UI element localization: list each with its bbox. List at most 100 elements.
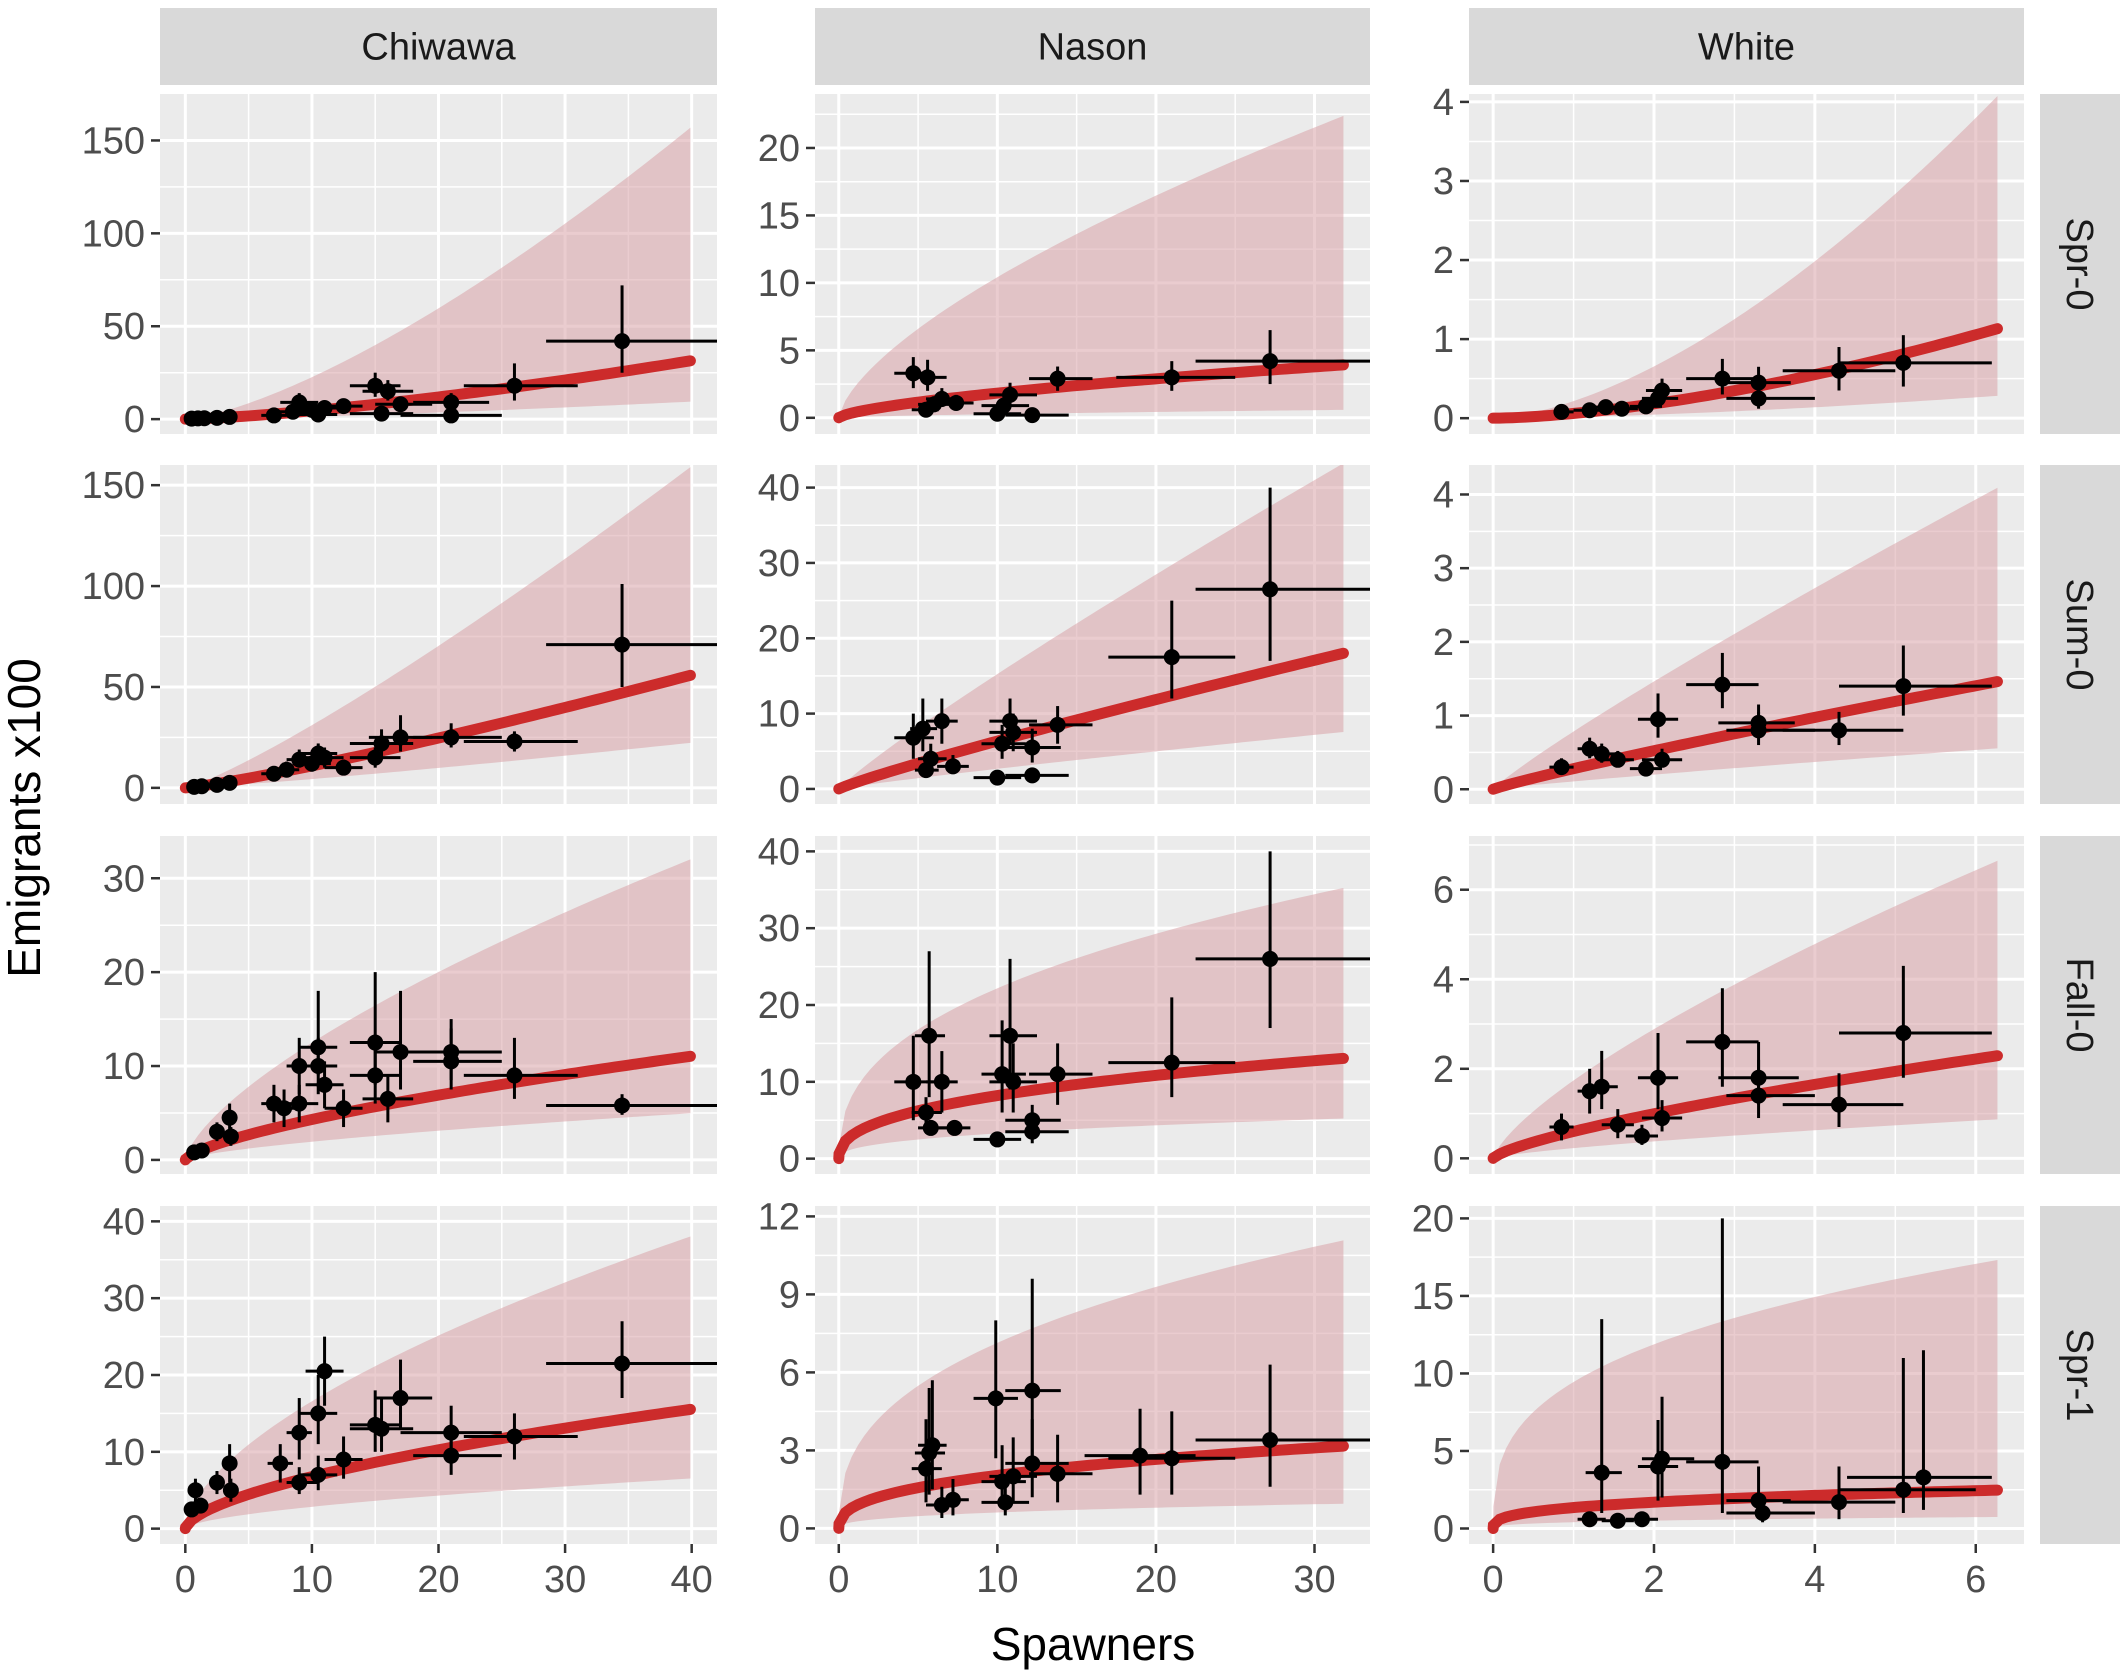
panel-chiwawa-spr-1-point-1 (187, 1478, 204, 1502)
panel-white-sum-0-point-5-marker (1650, 711, 1667, 728)
panel-chiwawa-sum-0-point-10-marker (335, 759, 352, 776)
panel-white-spr-0-point-3-marker (1613, 400, 1630, 417)
panel-white-fall-0-point-6-marker (1654, 1110, 1671, 1127)
panel-nason-sum-0: 0 10 20 30 40 (758, 465, 1370, 811)
panel-chiwawa-spr-1-plot-area (179, 1236, 717, 1535)
panel-chiwawa-fall-0: 0 10 20 30 (103, 836, 717, 1182)
panel-white-fall-0-point-7-marker (1714, 1033, 1731, 1050)
panel-white-spr-1-y-tick-label-1: 5 (1433, 1431, 1454, 1473)
panel-nason-fall-0-point-9 (989, 1043, 1037, 1113)
panel-nason-sum-0-point-14-marker (1262, 581, 1279, 598)
panel-white-sum-0-point-9-marker (1750, 722, 1767, 739)
panel-chiwawa-spr-1-point-11 (305, 1336, 344, 1406)
strip-white-bg (1469, 8, 2024, 85)
panel-chiwawa-spr-1-point-18-marker (506, 1428, 523, 1445)
panel-white-sum-0-y-tick-label-3: 3 (1433, 548, 1454, 590)
panel-white-spr-0-point-0-marker (1553, 403, 1570, 420)
panel-white-fall-0-y-tick-label-3: 6 (1433, 870, 1454, 912)
panel-nason-spr-1-y-tick-label-4: 12 (758, 1196, 800, 1238)
panel-chiwawa-spr-0-point-15 (375, 396, 433, 413)
panel-chiwawa-spr-1-point-19-marker (614, 1355, 631, 1372)
panel-white-spr-1-point-10 (1839, 1357, 1976, 1513)
panel-chiwawa-fall-0-point-11 (305, 1061, 344, 1109)
panel-nason-sum-0-point-6 (973, 769, 1022, 786)
panel-chiwawa-spr-1-point-5-marker (222, 1482, 239, 1499)
panel-chiwawa-sum-0-point-14-marker (443, 729, 460, 746)
panel-nason-fall-0-point-13 (1108, 997, 1236, 1098)
panel-white-spr-0-point-8-marker (1750, 374, 1767, 391)
panel-nason-spr-1-plot-area (833, 1240, 1370, 1534)
panel-nason-fall-0-point-5-marker (946, 1119, 963, 1136)
panel-chiwawa-spr-0-point-16-marker (443, 394, 460, 411)
strip-label-fall-0: Fall-0 (2058, 957, 2100, 1052)
panel-chiwawa-spr-1-y-tick-label-1: 10 (103, 1432, 145, 1474)
panel-nason-spr-1-point-2-marker (924, 1437, 941, 1454)
panel-chiwawa-fall-0-point-18-marker (443, 1053, 460, 1070)
panel-chiwawa-spr-1-point-19 (546, 1321, 717, 1399)
panel-nason-spr-1-point-8-marker (1005, 1468, 1022, 1485)
panel-chiwawa-fall-0-point-1-marker (193, 1142, 210, 1159)
panel-nason-spr-0-point-11-marker (1163, 369, 1180, 386)
panel-nason-spr-0-point-5 (941, 394, 974, 411)
panel-nason-sum-0-point-11 (1005, 767, 1069, 784)
panel-chiwawa-fall-0-point-20-marker (614, 1097, 631, 1114)
panel-chiwawa-spr-1-point-8 (286, 1467, 319, 1495)
panel-white-fall-0-point-9 (1726, 1059, 1815, 1119)
panel-chiwawa-spr-0-point-16 (413, 393, 490, 411)
panel-chiwawa-sum-0-point-1 (193, 778, 210, 795)
strip-chiwawa-bg (160, 8, 717, 85)
panel-nason-fall-0-point-1-marker (918, 1104, 934, 1121)
panel-nason-spr-0-credible-band (838, 115, 1344, 418)
panel-white-spr-0-y-tick-label-1: 1 (1433, 319, 1454, 361)
panel-white-spr-0-y-tick-label-2: 2 (1433, 240, 1454, 282)
panel-chiwawa-sum-0-point-5 (273, 761, 300, 778)
panel-chiwawa-spr-1-y-tick-label-0: 0 (124, 1509, 145, 1551)
panel-chiwawa-spr-0-point-11 (324, 398, 363, 415)
panel-chiwawa-fall-0-y-tick-label-1: 10 (103, 1046, 145, 1088)
panel-chiwawa-fall-0-point-12-marker (335, 1100, 352, 1117)
panel-nason-fall-0-point-4 (926, 1051, 958, 1113)
panel-nason-sum-0-point-11-marker (1024, 767, 1041, 784)
panel-chiwawa-sum-0-point-16-marker (614, 636, 631, 653)
panel-chiwawa-spr-1-y-tick-label-3: 30 (103, 1278, 145, 1320)
panel-nason-spr-1-x-tick-label-2: 20 (1135, 1559, 1177, 1601)
panel-chiwawa-spr-1-point-6 (267, 1444, 293, 1483)
panel-chiwawa-sum-0-point-13-marker (392, 729, 409, 746)
strip-spr-1-bg (2040, 1206, 2120, 1544)
panel-chiwawa-sum-0-point-15 (463, 731, 578, 752)
panel-nason-sum-0-point-5-marker (944, 758, 961, 775)
panel-nason-fall-0-point-0-marker (905, 1073, 922, 1090)
panel-chiwawa-spr-0-y-tick-label-2: 100 (82, 213, 145, 255)
x-axis-title: Spawners (991, 1618, 1196, 1670)
panel-white-sum-0-point-7-marker (1714, 676, 1731, 693)
panel-nason-spr-1-y-tick-label-0: 0 (779, 1508, 800, 1550)
panel-chiwawa-spr-0-point-19 (546, 285, 717, 373)
panel-white-spr-0-y-tick-label-4: 4 (1433, 82, 1454, 124)
panel-nason-fall-0-y-tick-label-3: 30 (758, 908, 800, 950)
panel-nason-spr-0-point-9-marker (1024, 407, 1041, 424)
panel-nason-sum-0-plot-area (833, 465, 1370, 795)
panel-nason-spr-0-point-4-marker (933, 390, 950, 407)
panel-white-spr-1-point-9-marker (1831, 1494, 1847, 1511)
panel-nason-spr-1-x-tick-label-1: 10 (976, 1559, 1018, 1601)
strip-label-white: White (1698, 27, 1795, 69)
panel-white-sum-0-point-5 (1637, 693, 1679, 738)
panel-chiwawa-spr-0-point-11-marker (335, 398, 352, 415)
panel-chiwawa-fall-0-point-18 (413, 1028, 502, 1090)
panel-chiwawa-spr-1-point-12 (324, 1436, 363, 1479)
panel-white-spr-1-y-tick-label-3: 15 (1412, 1276, 1454, 1318)
panel-white-spr-0-point-1-marker (1581, 402, 1598, 419)
panel-nason-sum-0-point-12 (1029, 706, 1093, 744)
panel-white-spr-0-point-4-marker (1637, 398, 1654, 415)
panel-chiwawa-spr-1-point-12-marker (335, 1451, 352, 1468)
panel-white-spr-1-x-tick-label-0: 0 (1483, 1559, 1504, 1601)
panel-nason-sum-0-point-4-marker (933, 713, 950, 730)
panel-nason-spr-1: 0 3 6 9 12 0 10 20 30 (758, 1196, 1370, 1601)
panel-white-fall-0-point-11 (1839, 965, 1992, 1078)
panel-chiwawa-sum-0-point-3 (221, 774, 238, 791)
panel-nason-spr-1-point-9-marker (1024, 1382, 1041, 1399)
panel-white-sum-0-point-7 (1686, 652, 1759, 709)
panel-nason-spr-1-point-14-marker (1262, 1432, 1279, 1448)
panel-nason-sum-0-point-13 (1108, 600, 1236, 699)
panel-nason-spr-0-plot-area (833, 115, 1370, 424)
